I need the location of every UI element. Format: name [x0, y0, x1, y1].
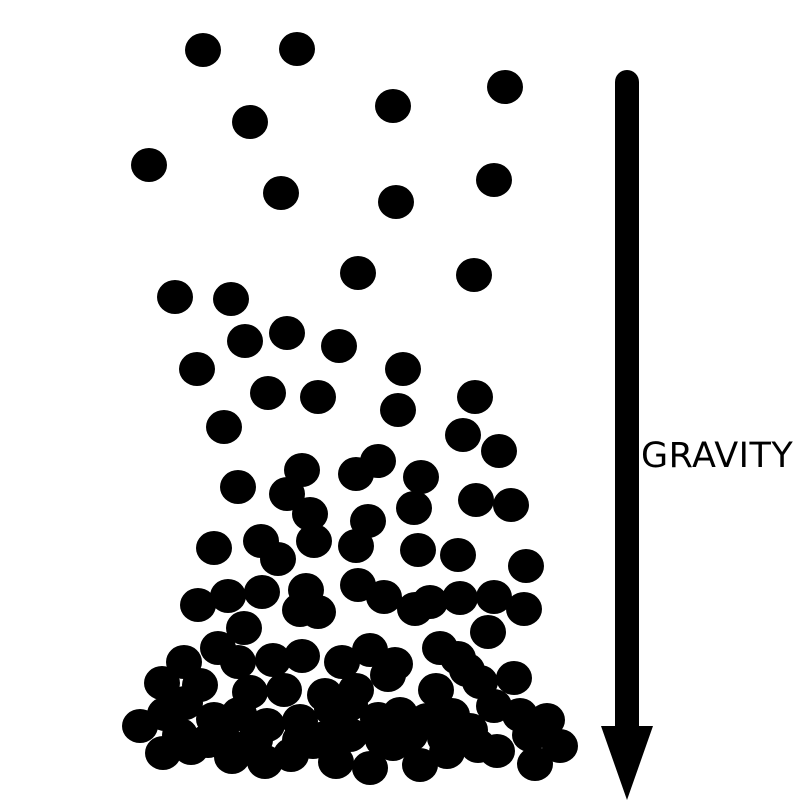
- particle: [162, 718, 198, 752]
- particle: [300, 595, 336, 629]
- particle: [321, 329, 357, 363]
- particle: [487, 70, 523, 104]
- particle: [496, 661, 532, 695]
- particle: [157, 280, 193, 314]
- particle: [266, 673, 302, 707]
- gravity-arrow: [601, 70, 653, 800]
- particle: [370, 658, 406, 692]
- particle: [206, 410, 242, 444]
- particle: [412, 585, 448, 619]
- particle: [508, 549, 544, 583]
- particle: [457, 380, 493, 414]
- particle: [144, 666, 180, 700]
- particle: [418, 673, 454, 707]
- particle: [307, 721, 343, 755]
- particle: [179, 352, 215, 386]
- particle: [352, 751, 388, 785]
- particle: [300, 380, 336, 414]
- particle: [366, 580, 402, 614]
- particle: [210, 579, 246, 613]
- particle: [226, 611, 262, 645]
- particle: [542, 729, 578, 763]
- particle: [385, 352, 421, 386]
- particle: [506, 592, 542, 626]
- particle: [476, 580, 512, 614]
- particle: [360, 444, 396, 478]
- particle: [213, 282, 249, 316]
- particle: [396, 491, 432, 525]
- particle: [167, 686, 203, 720]
- gravity-arrow-head: [601, 726, 653, 800]
- particle: [427, 721, 463, 755]
- particle: [517, 747, 553, 781]
- particle: [400, 533, 436, 567]
- particle: [403, 460, 439, 494]
- particle: [227, 324, 263, 358]
- particle: [220, 470, 256, 504]
- particle: [481, 434, 517, 468]
- gravity-label: GRAVITY: [641, 436, 794, 476]
- particle: [470, 615, 506, 649]
- particle: [458, 483, 494, 517]
- particle: [244, 575, 280, 609]
- particle: [263, 176, 299, 210]
- particle: [340, 256, 376, 290]
- particle: [250, 376, 286, 410]
- particle: [196, 531, 232, 565]
- particle: [255, 643, 291, 677]
- particle: [204, 720, 240, 754]
- particle: [440, 538, 476, 572]
- particle: [269, 316, 305, 350]
- particle: [237, 723, 273, 757]
- particle: [284, 639, 320, 673]
- particle: [332, 687, 368, 721]
- particle: [380, 393, 416, 427]
- particle: [476, 163, 512, 197]
- particle: [493, 488, 529, 522]
- particle: [269, 477, 305, 511]
- particle: [365, 723, 401, 757]
- particle: [296, 524, 332, 558]
- particle: [180, 588, 216, 622]
- particle: [445, 418, 481, 452]
- particle: [402, 748, 438, 782]
- particle: [442, 581, 478, 615]
- particle: [260, 542, 296, 576]
- particle: [512, 718, 548, 752]
- particle: [375, 89, 411, 123]
- particle: [378, 185, 414, 219]
- particle: [131, 148, 167, 182]
- particle: [456, 258, 492, 292]
- particle: [220, 645, 256, 679]
- particle: [185, 33, 221, 67]
- particle: [232, 105, 268, 139]
- particle: [392, 718, 428, 752]
- particle: [338, 529, 374, 563]
- particle: [279, 32, 315, 66]
- particle-group: [122, 32, 578, 785]
- particle: [324, 645, 360, 679]
- particle: [292, 497, 328, 531]
- particle: [479, 734, 515, 768]
